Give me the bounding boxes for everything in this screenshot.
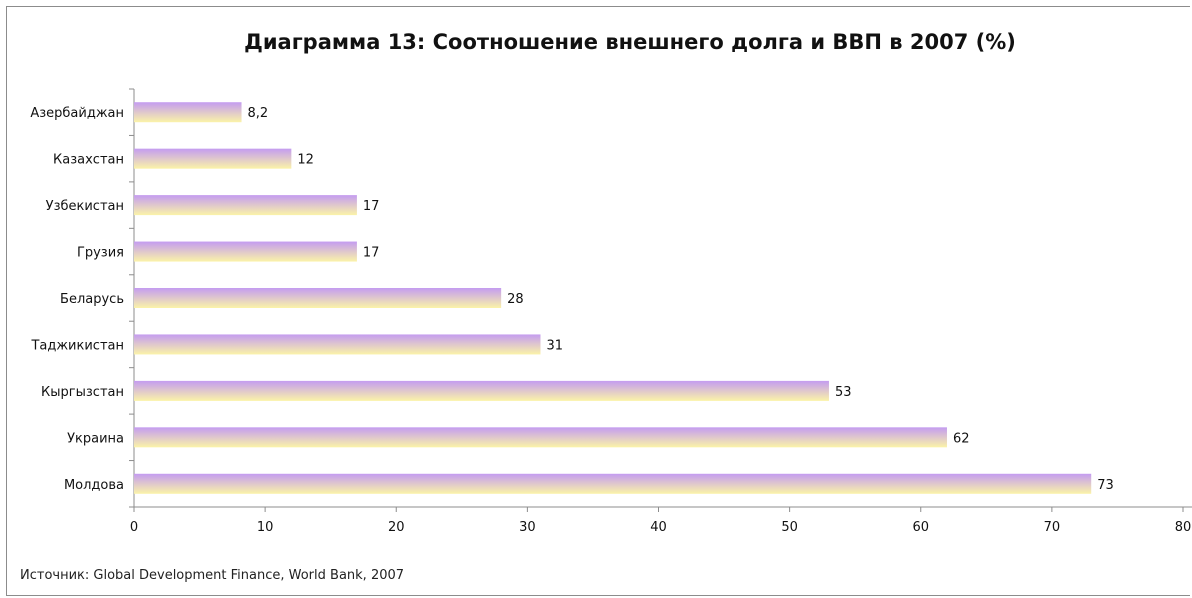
data-label: 73 [1097, 478, 1114, 493]
category-label: Беларусь [60, 292, 124, 307]
bar [134, 148, 292, 169]
bar [134, 288, 502, 308]
category-label: Кыргызстан [41, 385, 124, 400]
bar [134, 427, 947, 448]
data-label: 8,2 [248, 106, 269, 121]
category-label: Азербайджан [30, 106, 124, 121]
x-tick-label: 60 [912, 520, 929, 535]
category-label: Казахстан [53, 153, 124, 168]
bar [134, 473, 1092, 494]
data-label: 53 [835, 385, 852, 400]
data-label: 17 [363, 199, 380, 214]
x-tick-label: 70 [1044, 520, 1061, 535]
data-label: 28 [507, 292, 524, 307]
x-tick-label: 30 [519, 520, 536, 535]
category-label: Таджикистан [30, 338, 124, 353]
bar [134, 102, 242, 123]
category-label: Грузия [77, 246, 124, 261]
bar [134, 241, 357, 262]
x-tick-label: 40 [650, 520, 667, 535]
bar [134, 195, 357, 216]
data-label: 31 [546, 338, 563, 353]
x-tick-label: 0 [130, 520, 138, 535]
bar [134, 334, 541, 355]
bar [134, 380, 829, 401]
category-label: Молдова [64, 478, 124, 493]
data-label: 62 [953, 431, 970, 446]
x-tick-label: 10 [257, 520, 274, 535]
x-tick-label: 50 [781, 520, 798, 535]
data-label: 12 [297, 153, 314, 168]
category-label: Украина [67, 431, 124, 446]
x-tick-label: 20 [388, 520, 405, 535]
x-tick-label: 80 [1175, 520, 1192, 535]
source-note: Источник: Global Development Finance, Wo… [20, 568, 405, 583]
data-label: 17 [363, 246, 380, 261]
category-label: Узбекистан [46, 199, 124, 214]
chart-title: Диаграмма 13: Соотношение внешнего долга… [244, 30, 1016, 54]
